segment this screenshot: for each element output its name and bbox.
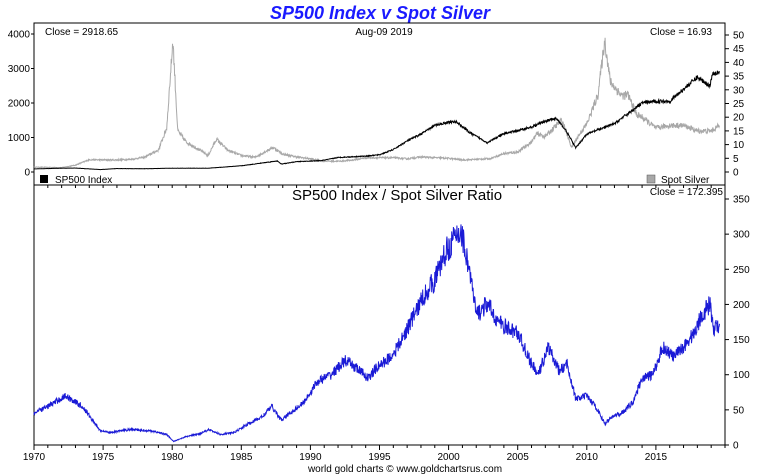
x-tick-label: 2015 — [645, 452, 668, 463]
y-left-tick-label: 2000 — [8, 99, 31, 110]
ratio-close: Close = 172.395 — [650, 187, 724, 198]
legend-silver-label: Spot Silver — [661, 175, 710, 186]
bottom-panel-frame — [33, 184, 726, 446]
y-left-tick-label: 1000 — [8, 133, 31, 144]
legend-silver-swatch — [646, 174, 656, 184]
y-left-tick-label: 0 — [24, 168, 30, 179]
ratio-y-tick-label: 250 — [733, 265, 750, 276]
y-right-tick-label: 25 — [733, 99, 745, 110]
top-close-right: Close = 16.93 — [650, 27, 712, 38]
x-tick-label: 1980 — [161, 452, 184, 463]
y-right-tick-label: 40 — [733, 58, 745, 69]
silver-line — [33, 37, 720, 169]
footer-credit: world gold charts © www.goldchartsrus.co… — [307, 464, 502, 475]
x-tick-label: 2010 — [576, 452, 599, 463]
y-right-tick-label: 10 — [733, 140, 745, 151]
y-right-tick-label: 5 — [733, 154, 739, 165]
x-tick-label: 1985 — [230, 452, 253, 463]
x-tick-label: 2000 — [437, 452, 460, 463]
y-left-tick-label: 3000 — [8, 64, 31, 75]
ratio-y-tick-label: 350 — [733, 195, 750, 206]
ratio-title: SP500 Index / Spot Silver Ratio — [292, 187, 502, 204]
ratio-y-tick-label: 150 — [733, 335, 750, 346]
legend-sp500-label: SP500 Index — [55, 175, 112, 186]
ratio-y-tick-label: 300 — [733, 230, 750, 241]
top-close-left: Close = 2918.65 — [45, 27, 119, 38]
y-left-tick-label: 4000 — [8, 30, 31, 41]
ratio-y-tick-label: 100 — [733, 370, 750, 381]
ratio-y-tick-label: 0 — [733, 441, 739, 452]
ratio-line — [33, 224, 720, 443]
y-right-tick-label: 30 — [733, 85, 745, 96]
x-tick-label: 2005 — [507, 452, 530, 463]
y-right-tick-label: 15 — [733, 126, 745, 137]
x-tick-label: 1975 — [92, 452, 115, 463]
x-tick-label: 1990 — [299, 452, 322, 463]
y-right-tick-label: 0 — [733, 168, 739, 179]
x-tick-label: 1970 — [23, 452, 46, 463]
y-right-tick-label: 50 — [733, 31, 745, 42]
axes-layer: 0 1000 2000 3000 4000 0 5 10 15 20 25 30 35 40 45 50 0 50… — [8, 30, 750, 464]
ratio-y-tick-label: 50 — [733, 405, 745, 416]
top-date: Aug-09 2019 — [355, 27, 413, 38]
y-right-tick-label: 45 — [733, 44, 745, 55]
sp500-line — [34, 70, 720, 171]
y-right-tick-label: 35 — [733, 72, 745, 83]
legend-sp500-swatch — [40, 175, 48, 183]
ratio-y-tick-label: 200 — [733, 300, 750, 311]
top-panel-frame — [33, 22, 726, 186]
x-tick-label: 1995 — [368, 452, 391, 463]
y-right-tick-label: 20 — [733, 113, 745, 124]
series-layer — [33, 37, 720, 443]
chart-title: SP500 Index v Spot Silver — [270, 3, 491, 23]
